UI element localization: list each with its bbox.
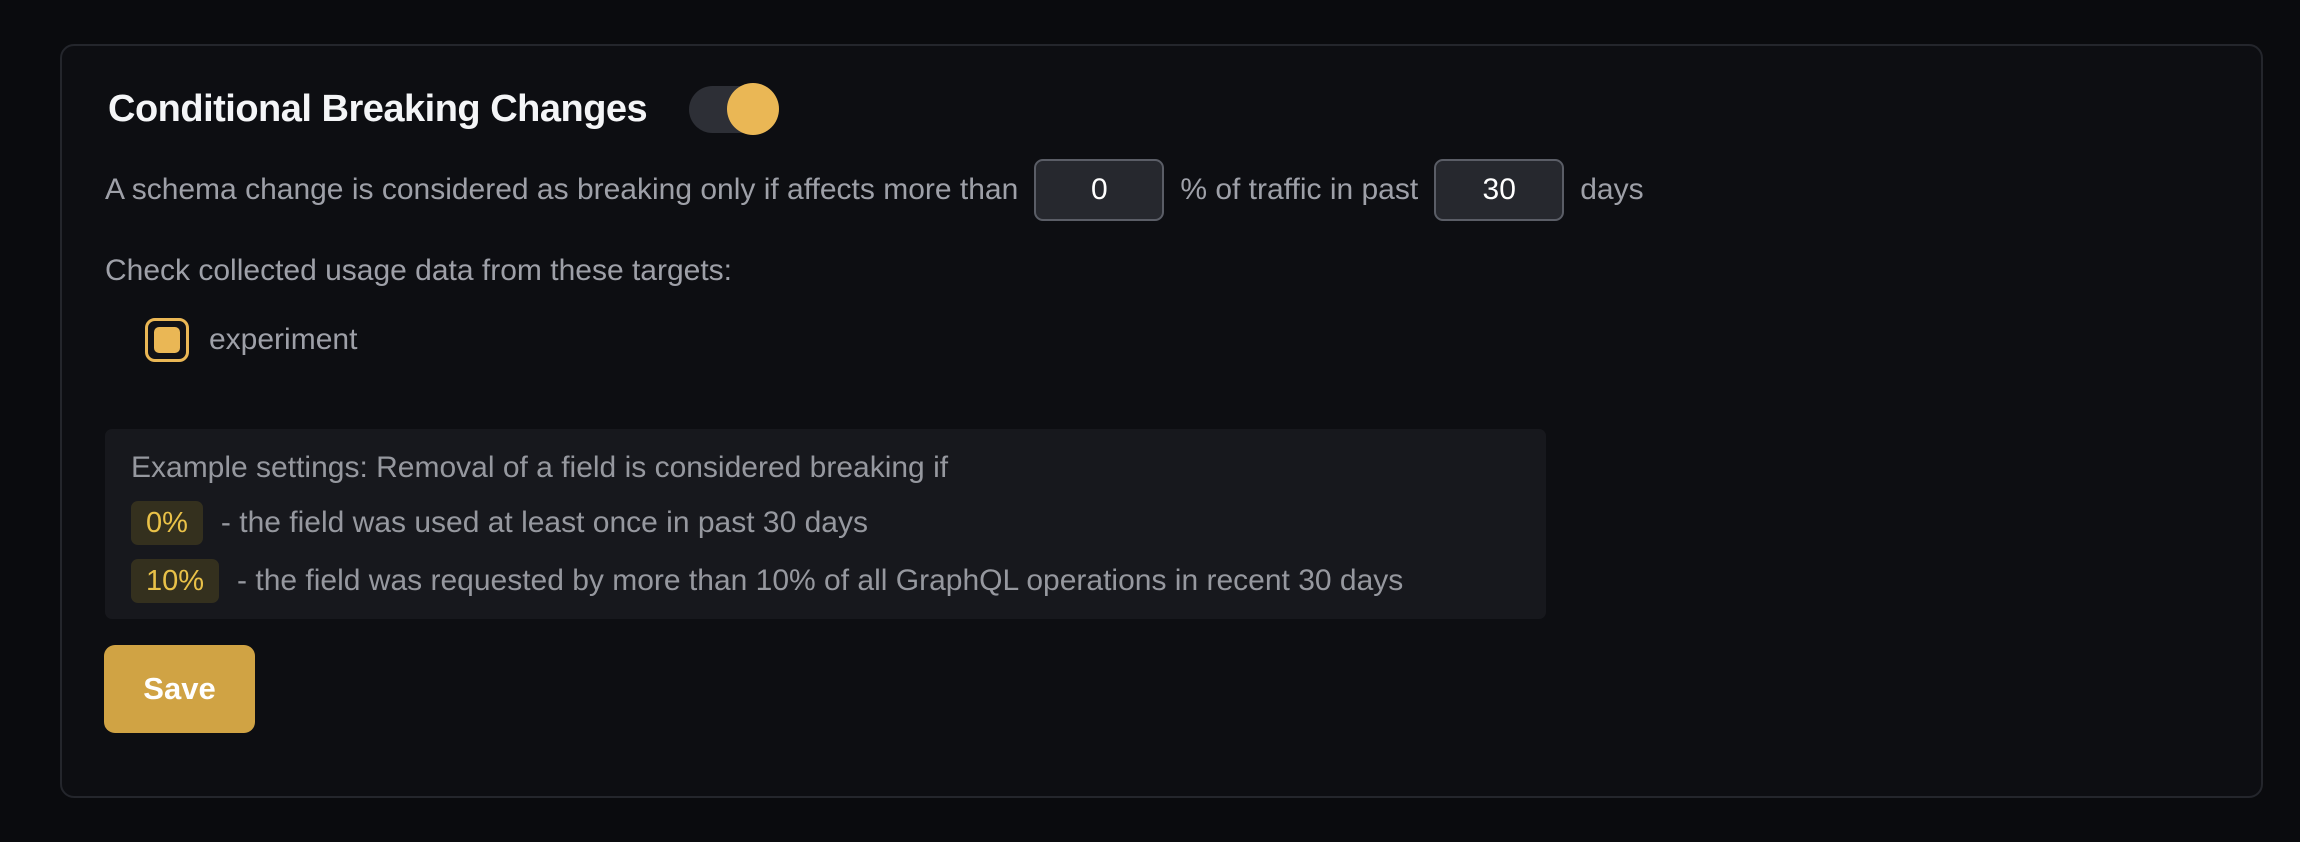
example-rule-row: 10% - the field was requested by more th… xyxy=(131,559,1520,603)
checkbox-checked-icon xyxy=(154,327,180,353)
days-input[interactable] xyxy=(1434,159,1565,221)
experiment-checkbox[interactable] xyxy=(145,318,189,362)
toggle-knob-icon xyxy=(727,83,780,135)
targets-label: Check collected usage data from these ta… xyxy=(105,254,733,287)
threshold-text-before-percentage: A schema change is considered as breakin… xyxy=(105,173,1019,206)
target-row: experiment xyxy=(145,318,357,362)
rule-description: - the field was requested by more than 1… xyxy=(237,564,1404,597)
target-label: experiment xyxy=(209,323,358,356)
page-title: Conditional Breaking Changes xyxy=(108,88,648,130)
conditional-breaking-changes-toggle[interactable] xyxy=(689,83,780,135)
example-settings-box: Example settings: Removal of a field is … xyxy=(105,429,1546,619)
percentage-badge: 0% xyxy=(131,501,203,545)
rule-description: - the field was used at least once in pa… xyxy=(220,506,868,539)
threshold-text-between: % of traffic in past xyxy=(1180,173,1419,206)
card-header: Conditional Breaking Changes xyxy=(108,83,780,135)
threshold-text-after-days: days xyxy=(1580,173,1644,206)
example-rule-row: 0% - the field was used at least once in… xyxy=(131,501,1520,545)
save-button[interactable]: Save xyxy=(104,645,255,733)
percentage-badge: 10% xyxy=(131,559,220,603)
threshold-sentence: A schema change is considered as breakin… xyxy=(105,159,1644,221)
percentage-input[interactable] xyxy=(1034,159,1165,221)
conditional-breaking-changes-card: Conditional Breaking Changes A schema ch… xyxy=(60,44,2263,798)
example-intro-text: Example settings: Removal of a field is … xyxy=(131,451,949,484)
